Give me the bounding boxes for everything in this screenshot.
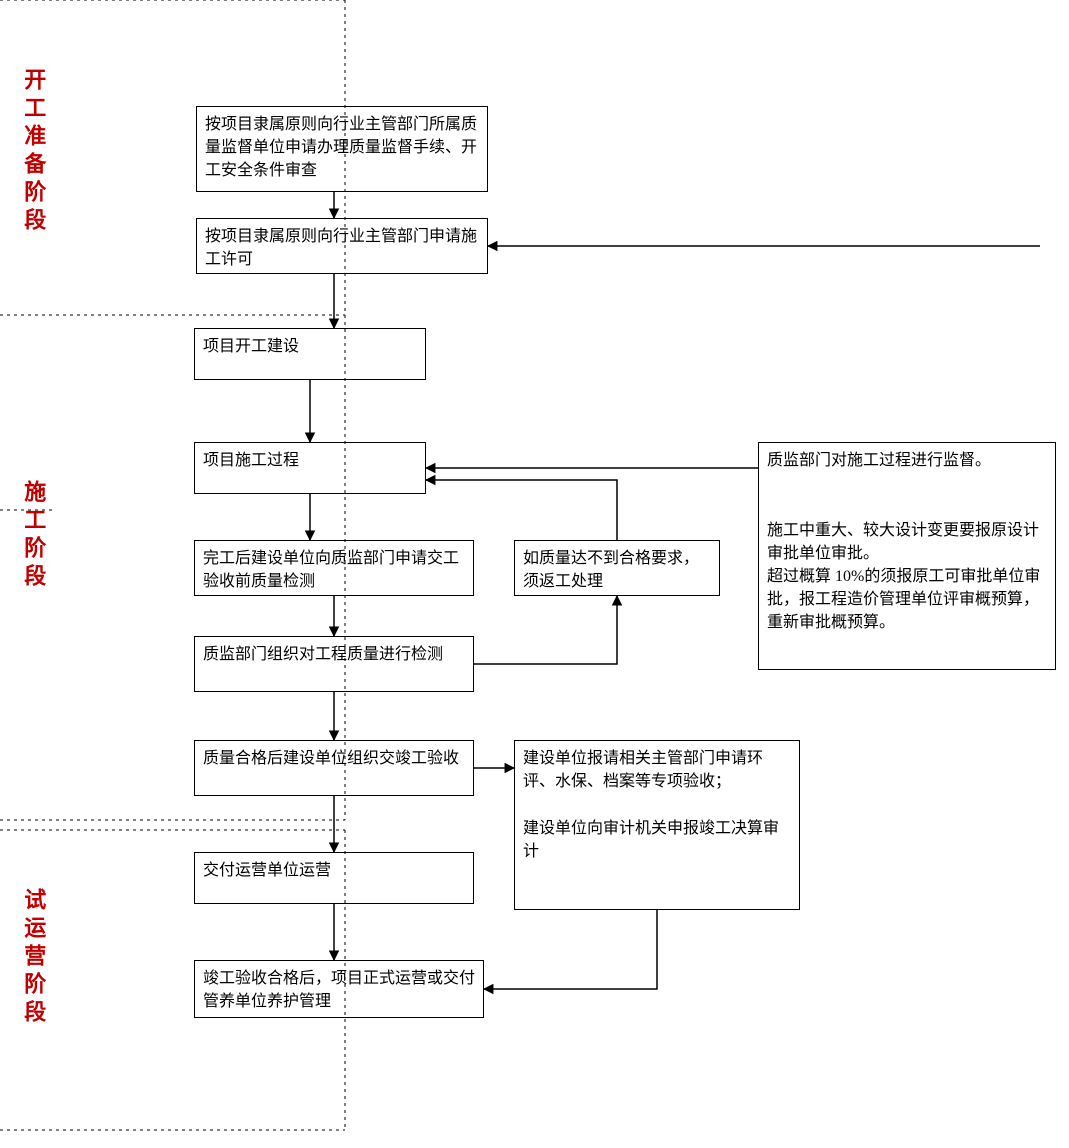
- node-n12: 质监部门对施工过程进行监督。 施工中重大、较大设计变更要报原设计审批单位审批。 …: [758, 442, 1056, 670]
- node-n11: 建设单位报请相关主管部门申请环评、水保、档案等专项验收； 建设单位向审计机关申报…: [514, 740, 800, 910]
- node-n2: 按项目隶属原则向行业主管部门申请施工许可: [196, 218, 488, 274]
- node-n5: 完工后建设单位向质监部门申请交工验收前质量检测: [194, 540, 474, 596]
- node-n4: 项目施工过程: [194, 442, 426, 494]
- node-n8: 交付运营单位运营: [194, 852, 474, 904]
- phase-label-prep: 开工准备阶段: [16, 68, 51, 236]
- node-n7: 质量合格后建设单位组织交竣工验收: [194, 740, 474, 796]
- node-n10: 如质量达不到合格要求，须返工处理: [514, 540, 720, 596]
- node-n3: 项目开工建设: [194, 328, 426, 380]
- node-n1: 按项目隶属原则向行业主管部门所属质量监督单位申请办理质量监督手续、开工安全条件审…: [196, 106, 488, 192]
- node-n9: 竣工验收合格后，项目正式运营或交付管养单位养护管理: [194, 960, 484, 1018]
- node-n6: 质监部门组织对工程质量进行检测: [194, 636, 474, 692]
- phase-label-trial: 试运营阶段: [16, 888, 51, 1028]
- flowchart-canvas: 开工准备阶段 施工阶段 试运营阶段 按项目隶属原则向行业主管部门所属质量监督单位…: [0, 0, 1069, 1148]
- phase-label-build: 施工阶段: [16, 480, 51, 592]
